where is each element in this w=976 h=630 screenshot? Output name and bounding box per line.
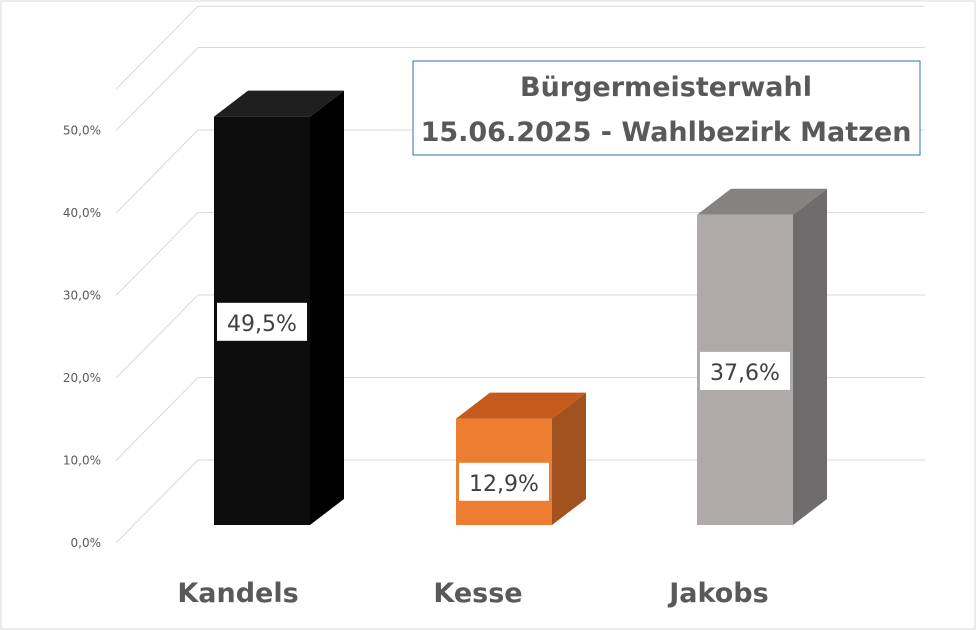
data-label-bg bbox=[217, 302, 307, 341]
bar-top bbox=[214, 90, 344, 117]
y-tick-label: 50,0% bbox=[63, 124, 101, 138]
data-label-kandels: 49,5% bbox=[217, 302, 307, 341]
data-label-bg bbox=[459, 462, 549, 501]
data-label-text: 49,5% bbox=[227, 312, 297, 337]
gridline bbox=[115, 5, 925, 90]
category-labels: Kandels Kesse Jakobs bbox=[177, 578, 768, 609]
y-axis-ticks: 0,0% 10,0% 20,0% 30,0% 40,0% 50,0% bbox=[63, 124, 101, 551]
data-labels: 49,5% 12,9% 37,6% bbox=[217, 302, 790, 501]
chart-title-line-1: Bürgermeisterwahl bbox=[520, 72, 812, 103]
data-label-text: 12,9% bbox=[469, 472, 539, 497]
category-label-kesse: Kesse bbox=[433, 578, 522, 609]
bar-top bbox=[456, 392, 586, 419]
bar-top bbox=[697, 188, 827, 215]
chart-title-box: Bürgermeisterwahl 15.06.2025 - Wahlbezir… bbox=[412, 60, 921, 156]
bar-kesse bbox=[456, 392, 586, 525]
category-label-kandels: Kandels bbox=[177, 578, 298, 609]
bar-side bbox=[310, 90, 344, 525]
bar-side bbox=[793, 188, 827, 526]
chart-title-line-2: 15.06.2025 - Wahlbezirk Matzen bbox=[421, 117, 912, 148]
data-label-jakobs: 37,6% bbox=[700, 351, 790, 390]
y-tick-label: 10,0% bbox=[63, 454, 101, 468]
gridline bbox=[115, 47, 925, 131]
title-border bbox=[412, 60, 921, 156]
bar-side bbox=[552, 392, 586, 525]
data-label-text: 37,6% bbox=[710, 361, 780, 386]
y-tick-label: 40,0% bbox=[63, 206, 101, 220]
data-label-bg bbox=[700, 351, 790, 390]
data-label-kesse: 12,9% bbox=[459, 462, 549, 501]
y-tick-label: 20,0% bbox=[63, 371, 101, 385]
y-tick-label: 0,0% bbox=[71, 536, 102, 550]
y-tick-label: 30,0% bbox=[63, 289, 101, 303]
category-label-jakobs: Jakobs bbox=[667, 578, 768, 609]
